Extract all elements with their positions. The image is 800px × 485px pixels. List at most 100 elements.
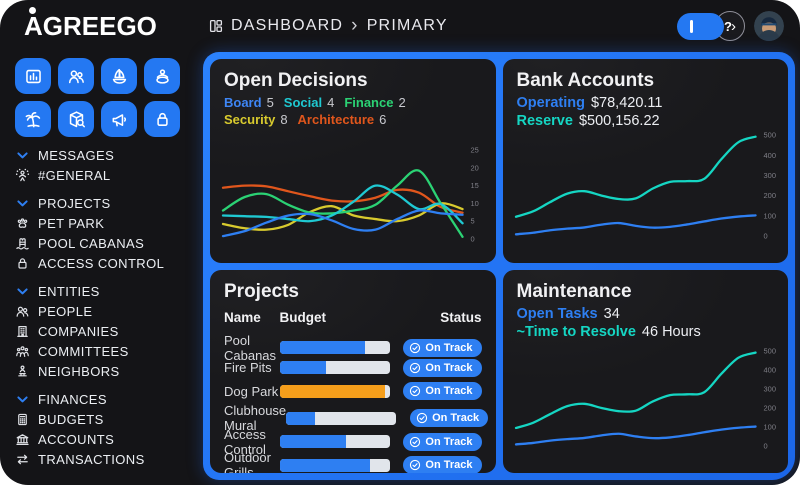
card-title: Open Decisions bbox=[224, 70, 368, 91]
sidebar-section-entities: ENTITIES PEOPLE COMPANIES COMMITTEES NEI… bbox=[15, 281, 201, 381]
bank-icon bbox=[15, 432, 30, 447]
svg-text:100: 100 bbox=[763, 211, 775, 220]
sidebar-item-companies[interactable]: COMPANIES bbox=[15, 321, 201, 341]
toggle-switch[interactable] bbox=[677, 12, 724, 40]
sidebar-section-header-projects[interactable]: PROJECTS bbox=[15, 193, 201, 213]
sidebar-item-pet-park[interactable]: PET PARK bbox=[15, 213, 201, 233]
sidebar-section-header-finances[interactable]: FINANCES bbox=[15, 389, 201, 409]
stat-operating: Operating $78,420.11 bbox=[517, 95, 775, 111]
budgets-icon bbox=[15, 412, 30, 427]
quick-lock-button[interactable] bbox=[144, 101, 180, 137]
status-badge[interactable]: On Track bbox=[403, 456, 482, 473]
legend-item-security: Security 8 bbox=[224, 112, 288, 128]
budget-bar-fill bbox=[279, 384, 386, 398]
stat-label: Open Tasks bbox=[516, 305, 598, 322]
sidebar-item-neighbors[interactable]: NEIGHBORS bbox=[15, 361, 201, 381]
quick-package-search-button[interactable] bbox=[58, 101, 94, 137]
question-icon: ? bbox=[724, 18, 732, 34]
maintenance-stats: Open Tasks 34 ~Time to Resolve 46 Hours bbox=[517, 306, 775, 340]
stat-value: $78,420.11 bbox=[590, 95, 663, 111]
sidebar-item-people[interactable]: PEOPLE bbox=[15, 301, 201, 321]
sidebar-item-general[interactable]: #GENERAL bbox=[15, 165, 201, 185]
check-circle-icon bbox=[409, 342, 421, 354]
people-icon bbox=[15, 304, 30, 319]
header-controls: ? › bbox=[677, 11, 800, 41]
quick-buttons bbox=[15, 58, 201, 137]
svg-text:200: 200 bbox=[763, 191, 775, 200]
sidebar-item-transactions[interactable]: TRANSACTIONS bbox=[15, 449, 201, 469]
breadcrumb-item-primary[interactable]: PRIMARY bbox=[366, 17, 448, 34]
sidebar-item-accounts[interactable]: ACCOUNTS bbox=[15, 429, 201, 449]
open-decisions-legend: Board 5 Social 4 Finance 2 Security 8 Architectu… bbox=[224, 95, 439, 128]
status-badge[interactable]: On Track bbox=[403, 432, 482, 451]
budget-bar bbox=[279, 361, 390, 375]
svg-text:15: 15 bbox=[471, 181, 479, 190]
svg-text:100: 100 bbox=[763, 423, 775, 432]
projects-rows: Pool Cabanas On Track Fire Pits On Track… bbox=[224, 333, 489, 473]
chevron-right-icon: › bbox=[730, 17, 736, 35]
avatar[interactable] bbox=[754, 11, 784, 41]
status-badge[interactable]: On Track bbox=[410, 409, 489, 427]
legend-value: 6 bbox=[379, 112, 387, 127]
sidebar-section-header-messages[interactable]: MESSAGES bbox=[15, 145, 201, 165]
status-badge[interactable]: On Track bbox=[403, 358, 482, 377]
app-logo: AGREEGO bbox=[0, 0, 194, 52]
svg-text:10: 10 bbox=[471, 198, 479, 207]
sidebar-item-pool-cabanas[interactable]: POOL CABANAS bbox=[15, 233, 201, 253]
svg-text:500: 500 bbox=[763, 347, 775, 356]
table-row: Access Control On Track bbox=[224, 427, 482, 457]
legend-label: Board bbox=[224, 95, 262, 110]
status-badge[interactable]: On Track bbox=[403, 382, 482, 401]
sidebar-menu: MESSAGES #GENERAL PROJECTS PET PARK POOL… bbox=[15, 145, 201, 469]
table-row: Fire Pits On Track bbox=[224, 356, 482, 380]
table-row: Pool Cabanas On Track bbox=[224, 333, 482, 363]
stat-value: $500,156.22 bbox=[578, 113, 660, 129]
quick-sailboat-button[interactable] bbox=[101, 58, 137, 94]
check-circle-icon bbox=[409, 362, 421, 374]
palm-icon bbox=[24, 110, 43, 129]
project-name: Dog Park bbox=[224, 383, 279, 399]
breadcrumb-separator-icon: › bbox=[351, 14, 359, 36]
stat-label: Reserve bbox=[516, 113, 573, 129]
chevron-down-icon bbox=[15, 284, 30, 299]
float-icon bbox=[153, 67, 172, 86]
sidebar-item-access-control[interactable]: ACCESS CONTROL bbox=[15, 253, 201, 273]
sidebar-section-header-entities[interactable]: ENTITIES bbox=[15, 281, 201, 301]
sidebar-section-projects: PROJECTS PET PARK POOL CABANAS ACCESS CO… bbox=[15, 193, 201, 273]
table-row: Dog Park On Track bbox=[224, 380, 482, 404]
lock-icon bbox=[15, 256, 30, 271]
quick-palm-button[interactable] bbox=[15, 101, 51, 137]
status-badge[interactable]: On Track bbox=[403, 338, 482, 357]
bank-accounts-card: Bank Accounts Operating $78,420.11 Reserve… bbox=[502, 59, 788, 263]
project-name: Clubhouse Mural bbox=[224, 403, 287, 433]
card-title: Maintenance bbox=[516, 280, 632, 302]
quick-float-button[interactable] bbox=[144, 58, 180, 94]
package-search-icon bbox=[67, 110, 86, 129]
quick-report-button[interactable] bbox=[15, 58, 51, 94]
stat-open-tasks: Open Tasks 34 bbox=[517, 306, 775, 322]
stat-label: Operating bbox=[516, 95, 585, 111]
legend-value: 5 bbox=[266, 95, 274, 110]
sidebar-item-budgets[interactable]: BUDGETS bbox=[15, 409, 201, 429]
table-row: Clubhouse Mural On Track bbox=[224, 403, 489, 433]
projects-card: Projects Name Budget Status Pool Cabanas… bbox=[210, 269, 496, 473]
chevron-down-icon bbox=[15, 148, 30, 163]
budget-bar bbox=[286, 411, 397, 425]
stat-reserve: Reserve $500,156.22 bbox=[517, 113, 775, 129]
quick-megaphone-button[interactable] bbox=[101, 101, 137, 137]
stat-time-to-resolve: ~Time to Resolve 46 Hours bbox=[517, 324, 775, 340]
legend-value: 2 bbox=[398, 95, 406, 110]
svg-text:0: 0 bbox=[763, 231, 767, 240]
breadcrumb-item-dashboard[interactable]: DASHBOARD bbox=[231, 17, 344, 34]
stat-value: 34 bbox=[603, 305, 620, 322]
app-body: MESSAGES #GENERAL PROJECTS PET PARK POOL… bbox=[0, 52, 800, 485]
legend-value: 4 bbox=[327, 95, 335, 110]
check-circle-icon bbox=[409, 436, 421, 448]
sidebar-section-finances: FINANCES BUDGETS ACCOUNTS TRANSACTIONS bbox=[15, 389, 201, 469]
sidebar-item-committees[interactable]: COMMITTEES bbox=[15, 341, 201, 361]
quick-people-button[interactable] bbox=[58, 58, 94, 94]
sidebar: MESSAGES #GENERAL PROJECTS PET PARK POOL… bbox=[0, 52, 201, 485]
svg-text:300: 300 bbox=[763, 385, 775, 394]
project-name: Outdoor Grills bbox=[224, 450, 271, 473]
